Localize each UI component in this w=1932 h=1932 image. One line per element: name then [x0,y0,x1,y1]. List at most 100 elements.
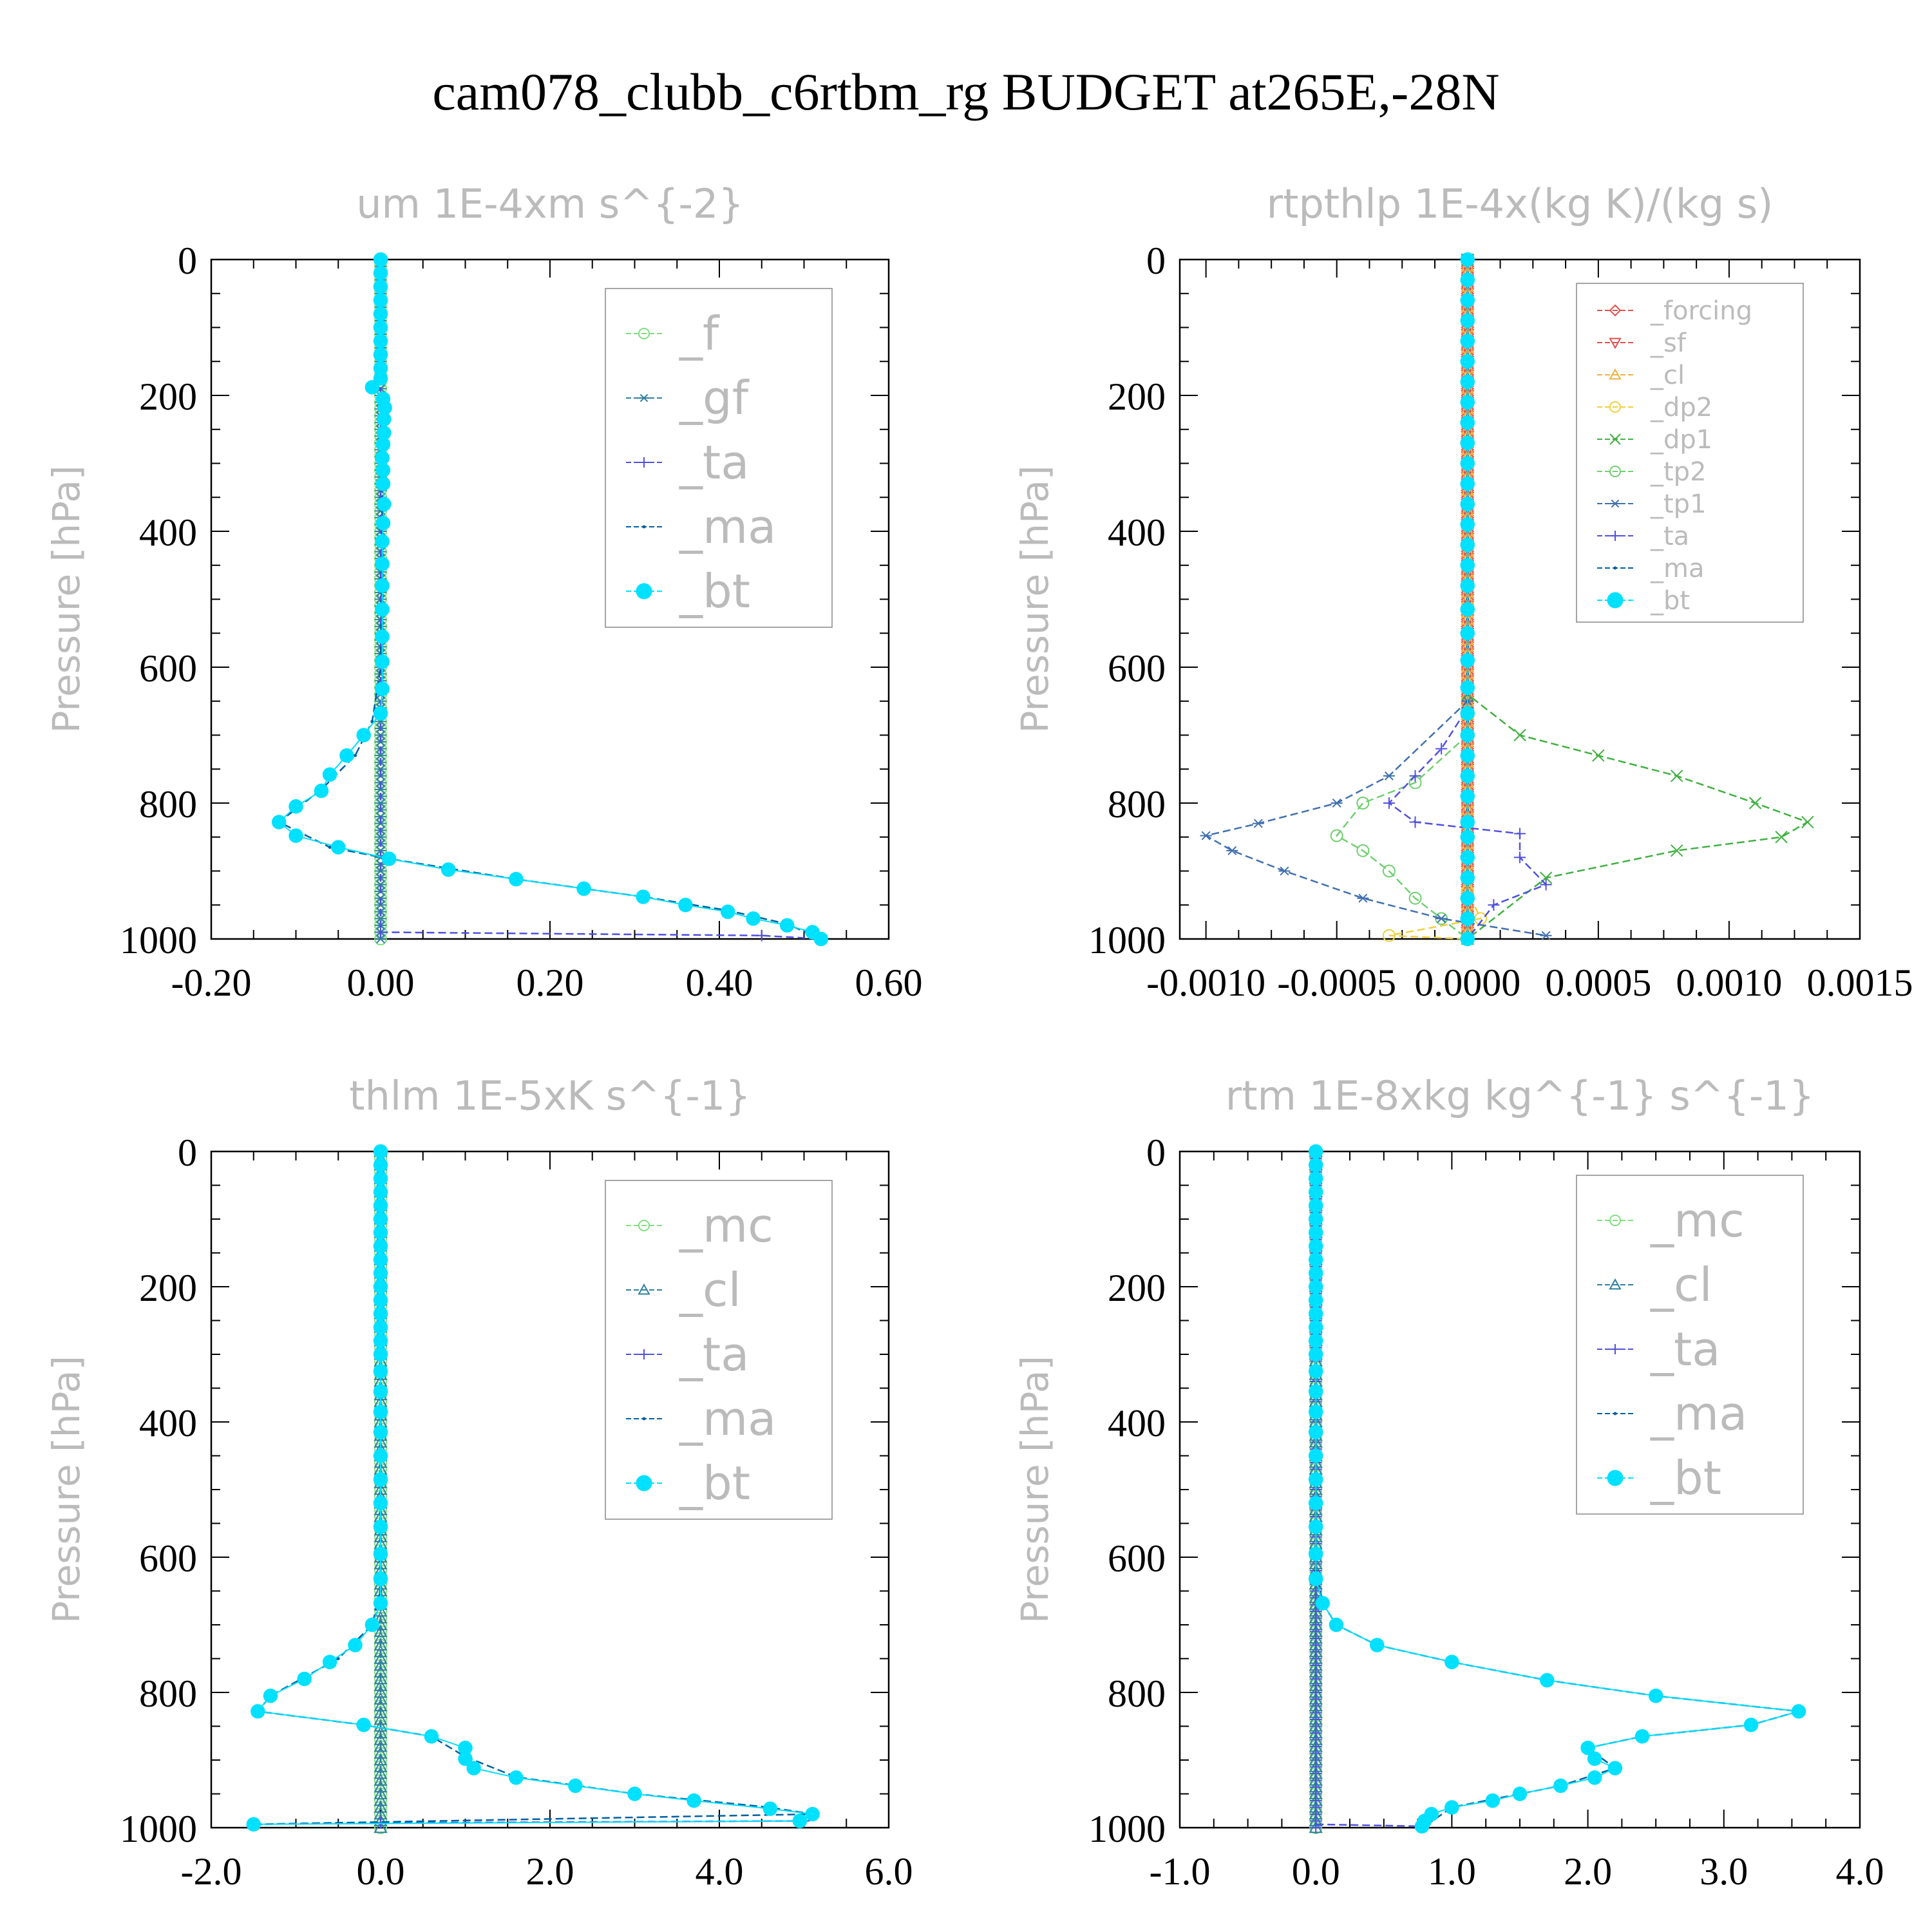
x-tick-label: 2.0 [526,1850,574,1893]
legend-label: _ma [679,1392,776,1446]
data-point [466,1761,481,1776]
legend-label: _ma [679,500,776,554]
y-axis-label: Pressure [hPa] [44,1356,88,1624]
data-point [1460,517,1475,532]
data-point [1488,899,1500,911]
data-point [1460,558,1475,573]
data-point [375,880,386,889]
legend-marker [636,1475,652,1492]
data-point [374,1820,388,1833]
data-point [1460,313,1475,328]
series-bt [246,1144,820,1832]
data-point [1308,1333,1323,1349]
data-point [375,534,390,549]
data-point [373,1144,388,1159]
data-point [1356,844,1370,857]
series-bt [271,252,829,947]
y-tick-label: 0 [178,240,197,282]
data-point [1460,578,1475,593]
legend-label: _ta [1650,1322,1720,1376]
data-point [374,1759,388,1772]
legend-label: _bt [679,1456,750,1510]
data-point [1460,789,1475,804]
data-point [1460,829,1475,844]
data-point [373,320,388,335]
data-point [440,862,456,877]
data-point [687,1793,701,1808]
data-point [373,1596,388,1611]
y-tick-label: 400 [1108,511,1166,554]
data-point [1308,1347,1323,1362]
data-point [1791,1704,1806,1719]
data-point [373,279,388,294]
data-point [375,462,391,478]
data-point [1460,748,1475,763]
y-tick-label: 1000 [1088,919,1166,961]
legend-marker [638,1220,650,1231]
legend-marker [1609,304,1622,317]
data-point [509,871,524,887]
legend-marker [1609,401,1621,413]
data-point [1670,844,1683,857]
data-point [375,934,386,944]
data-point [1308,1144,1323,1159]
x-tick-label: -0.20 [171,961,252,1004]
data-point [375,866,386,876]
data-point [374,1624,388,1637]
data-point [1308,1157,1323,1173]
data-point [1460,602,1475,617]
data-point [1308,1238,1323,1254]
data-point [1200,831,1212,840]
data-point [1308,1252,1323,1267]
data-point [374,1739,388,1752]
data-point [1460,728,1475,743]
data-point [373,1364,388,1379]
legend-marker [1613,1412,1617,1416]
data-point [375,764,386,774]
data-point [1382,929,1396,942]
y-tick-label: 400 [139,1402,197,1444]
data-point [1460,931,1475,947]
y-tick-label: 200 [139,375,197,418]
data-point [373,1306,388,1321]
data-point [1308,1184,1323,1200]
legend-label: _forcing [1650,296,1752,326]
data-point [1775,831,1788,844]
data-point [374,1638,388,1651]
legend-marker [636,583,652,600]
data-point [374,1712,388,1725]
legend-marker [1609,433,1621,445]
data-point [373,1384,388,1399]
legend-label: _mc [1650,1193,1745,1247]
data-point [373,347,388,362]
data-point [1553,1778,1568,1794]
legend-label: _cl [679,1263,741,1317]
data-point [377,400,392,415]
legend-marker [1609,368,1622,380]
data-point [1587,1751,1602,1766]
data-point [1460,334,1475,348]
legend-label: _bt [679,564,750,618]
y-tick-label: 600 [139,647,197,690]
legend-marker [1609,466,1621,477]
data-point [1460,395,1475,410]
data-point [1308,1225,1323,1240]
legend-label: _dp1 [1650,425,1712,455]
x-tick-label: -2.0 [181,1850,242,1893]
y-tick-label: 0 [178,1132,197,1174]
legend-marker [1609,337,1622,350]
legend-label: _tp1 [1650,489,1707,519]
legend-marker [1609,1278,1622,1290]
data-point [1308,1320,1323,1335]
y-tick-label: 800 [139,1672,197,1715]
data-point [1460,537,1475,553]
x-tick-label: 0.20 [516,961,584,1004]
data-point [373,1347,388,1362]
data-point [1409,770,1421,782]
data-point [354,753,357,757]
data-point [375,629,390,644]
data-point [374,1766,388,1779]
data-point [1409,816,1421,828]
data-point [1444,1654,1459,1669]
